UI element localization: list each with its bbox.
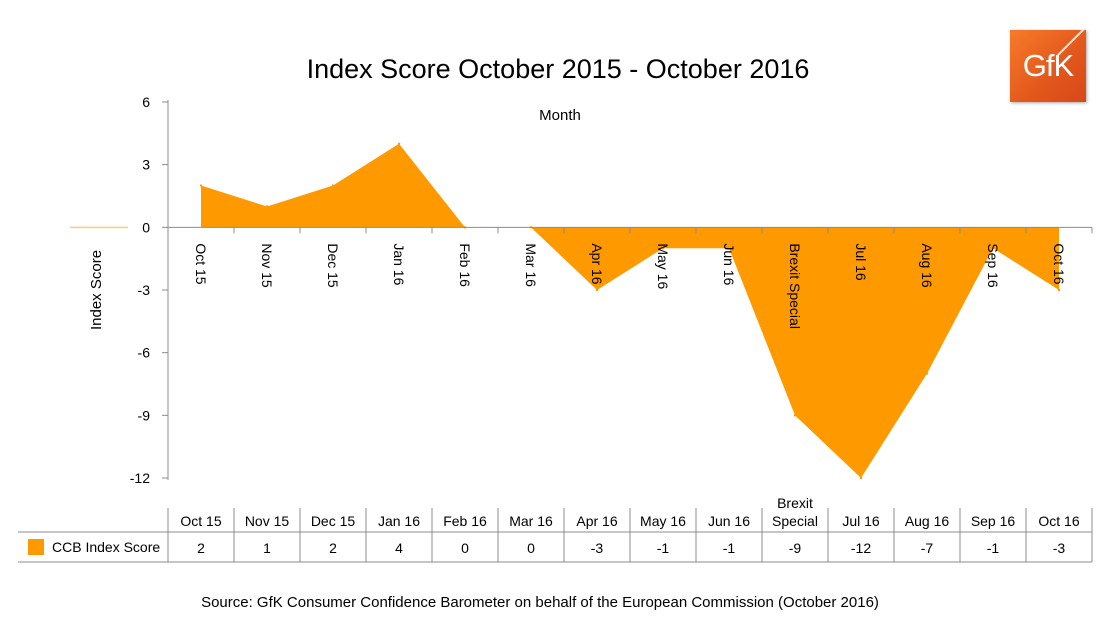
table-value-cell: -1: [657, 540, 670, 556]
table-header-cell: Brexit Special: [772, 495, 818, 529]
data-point: [595, 288, 599, 292]
data-point: [265, 205, 269, 208]
table-value-cell: -1: [723, 540, 736, 556]
data-point: [661, 247, 665, 250]
table-value-cell: 1: [263, 540, 271, 556]
table-value-cell: 4: [395, 540, 403, 556]
table-header-cell: Dec 15: [311, 513, 356, 529]
y-axis-label: Index Score: [88, 250, 105, 330]
table-value-cell: -3: [591, 540, 604, 556]
x-tick-label: Aug 16: [919, 243, 935, 288]
table-header-line: Special: [772, 513, 818, 529]
x-tick-label: Jan 16: [391, 243, 407, 285]
gfk-logo: GfK: [1010, 30, 1086, 102]
table-header-line: Brexit: [777, 495, 813, 511]
table-header-cell: Nov 15: [245, 513, 290, 529]
x-tick-label: Oct 15: [193, 243, 209, 284]
x-tick-label: Jul 16: [853, 243, 869, 281]
table-value-cell: 2: [197, 540, 205, 556]
y-tick-label: -6: [138, 345, 151, 361]
legend-label: CCB Index Score: [52, 539, 160, 555]
table-header-label: Aug 16: [905, 513, 950, 529]
legend-swatch: [28, 539, 44, 555]
table-value-cell: -12: [851, 540, 871, 556]
y-tick-label: 6: [142, 94, 150, 110]
source-note: Source: GfK Consumer Confidence Baromete…: [201, 594, 879, 611]
y-tick-label: -9: [138, 407, 151, 423]
x-tick-label: Oct 16: [1051, 243, 1067, 284]
x-tick-label: Mar 16: [523, 243, 539, 287]
table-header-cell: Oct 16: [1038, 513, 1079, 529]
x-tick-label: Dec 15: [325, 243, 341, 288]
data-point: [793, 414, 797, 417]
table-value-cell: -1: [987, 540, 1000, 556]
table-header-label: Dec 15: [311, 513, 356, 529]
y-tick-label: 3: [142, 157, 150, 173]
data-point: [199, 184, 203, 187]
y-tick-label: -3: [138, 282, 151, 298]
table-header-label: Brexit Special: [772, 495, 818, 529]
data-point: [925, 372, 929, 375]
x-tick-label: Apr 16: [589, 243, 605, 284]
y-tick-label: 0: [142, 219, 150, 235]
table-header-cell: May 16: [640, 513, 686, 529]
x-axis-label: Month: [539, 107, 581, 124]
table-value-cell: 2: [329, 540, 337, 556]
table-header-cell: Oct 15: [180, 513, 221, 529]
plot-area: 6 3 0 -3 -6 -9 -12 Oct 15 Nov 15 Dec 15 Jan 16 Feb …: [70, 94, 1093, 486]
table-header-label: Oct 16: [1038, 513, 1079, 529]
table-value-cell: 0: [461, 540, 469, 556]
table-header-cell: Jul 16: [842, 513, 880, 529]
x-tick-label: Jun 16: [721, 243, 737, 285]
table-header-cell: Apr 16: [576, 513, 617, 529]
table-value-cell: -3: [1053, 540, 1066, 556]
table-header-label: Jun 16: [708, 513, 750, 529]
table-header-cell: Jun 16: [708, 513, 750, 529]
data-point: [859, 476, 863, 480]
table-header-label: Feb 16: [443, 513, 487, 529]
table-header-label: Mar 16: [509, 513, 553, 529]
table-header-cell: Sep 16: [971, 513, 1016, 529]
table-header-label: Jan 16: [378, 513, 420, 529]
table-value-cell: -7: [921, 540, 934, 556]
table-header-cell: Aug 16: [905, 513, 950, 529]
table-header-label: Sep 16: [971, 513, 1016, 529]
table-header-cell: Jan 16: [378, 513, 420, 529]
data-point: [991, 247, 995, 250]
data-point: [727, 247, 731, 250]
x-tick-label: Nov 15: [259, 243, 275, 288]
table-value-cell: 0: [527, 540, 535, 556]
chart-title: Index Score October 2015 - October 2016: [307, 54, 810, 84]
table-header-label: Oct 15: [180, 513, 221, 529]
table-header-cell: Mar 16: [509, 513, 553, 529]
table-header-cell: Feb 16: [443, 513, 487, 529]
y-tick-label: -12: [130, 470, 150, 486]
table-header-label: Jul 16: [842, 513, 880, 529]
table-header-label: Nov 15: [245, 513, 290, 529]
x-tick-label: Sep 16: [985, 243, 1001, 288]
table-header-label: May 16: [640, 513, 686, 529]
data-point: [397, 142, 401, 145]
x-tick-label: May 16: [655, 243, 671, 289]
table-header-label: Apr 16: [576, 513, 617, 529]
series-area: [201, 143, 1059, 478]
table-value-cell: -9: [789, 540, 802, 556]
x-tick-label: Feb 16: [457, 243, 473, 287]
data-table: Oct 15 Nov 15 Dec 15 Jan 16 Feb 16 Mar 16 Apr …: [18, 495, 1093, 563]
data-point: [1057, 288, 1061, 292]
x-tick-label: Brexit Special: [787, 243, 803, 329]
logo-text: GfK: [1022, 48, 1074, 83]
data-point: [331, 184, 335, 187]
